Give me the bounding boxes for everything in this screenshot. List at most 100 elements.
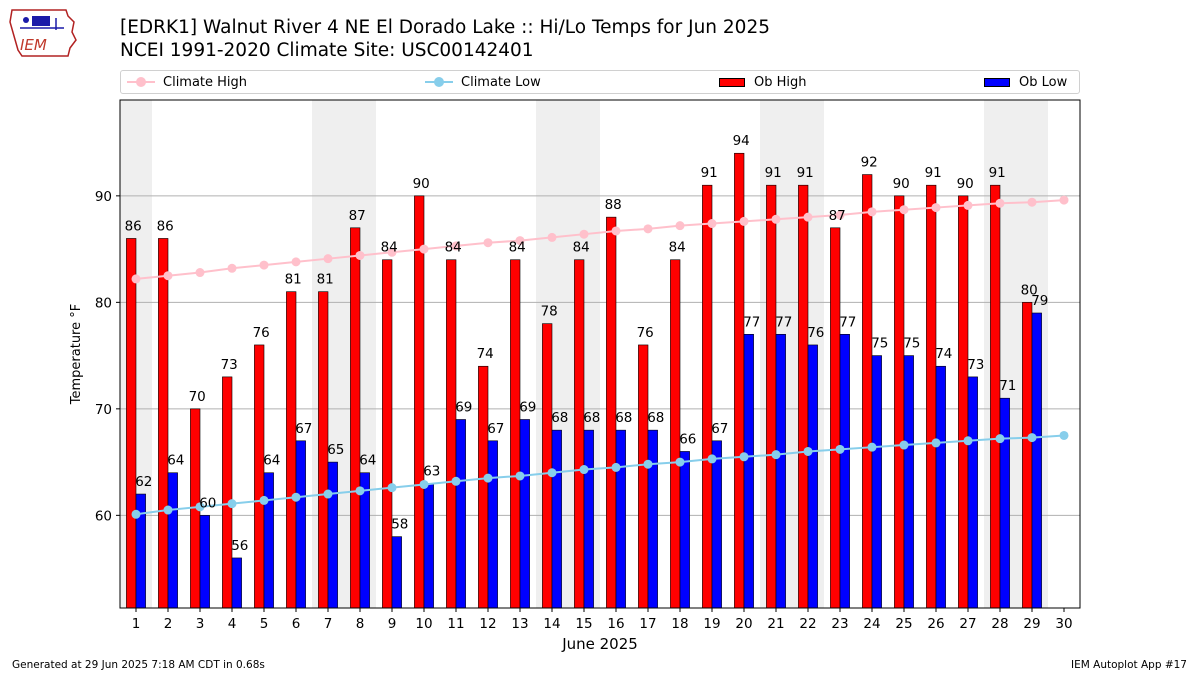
climate-high-point-19 [707,219,717,229]
climate-high-point-27 [963,200,973,210]
x-tick-label-26: 26 [927,616,944,632]
bar-ob-high-8 [350,227,361,609]
label-ob-low-4: 56 [231,538,248,554]
x-tick-label-7: 7 [324,616,333,632]
climate-high-point-13 [515,236,525,246]
bar-ob-high-14 [542,323,553,609]
bar-ob-high-25 [894,195,905,609]
legend-ob-low: Ob Low [984,71,1067,93]
label-ob-high-1: 86 [125,218,142,234]
climate-high-point-25 [899,205,909,215]
climate-low-point-27 [963,436,973,446]
x-tick-label-22: 22 [799,616,816,632]
bar-ob-low-6 [295,440,306,609]
bar-ob-low-26 [935,365,946,609]
generated-timestamp: Generated at 29 Jun 2025 7:18 AM CDT in … [12,659,265,671]
bar-ob-low-27 [967,376,978,609]
x-tick-label-23: 23 [831,616,848,632]
climate-low-point-23 [835,444,845,454]
plot-frame [119,99,1081,609]
climate-high-point-23 [835,210,845,220]
x-tick-label-11: 11 [447,616,464,632]
bar-ob-low-17 [647,429,658,609]
climate-high-point-26 [931,203,941,213]
label-ob-low-19: 67 [711,421,728,437]
label-ob-low-13: 69 [519,399,536,415]
label-ob-low-22: 76 [807,325,824,341]
label-ob-high-18: 84 [669,240,686,256]
climate-low-point-7 [323,489,333,499]
x-axis-label: June 2025 [561,635,638,653]
climate-high-point-9 [387,247,397,257]
logo-text: IEM [20,36,47,54]
label-ob-low-8: 64 [359,453,376,469]
bar-ob-low-12 [487,440,498,609]
label-ob-high-15: 84 [573,240,590,256]
label-ob-high-19: 91 [701,165,718,181]
y-tick-label-90: 90 [95,189,112,205]
label-ob-high-5: 76 [253,325,270,341]
bar-ob-low-14 [551,429,562,609]
y-gridlines [120,195,1080,516]
bar-ob-low-29 [1031,312,1042,609]
climate-high-point-29 [1027,197,1037,207]
label-ob-low-23: 77 [839,314,856,330]
x-tick-label-17: 17 [639,616,656,632]
climate-low-point-26 [931,438,941,448]
label-ob-low-24: 75 [871,336,888,352]
climate-lines [131,195,1069,519]
label-ob-high-14: 78 [541,304,558,320]
x-tick-label-21: 21 [767,616,784,632]
label-ob-high-12: 74 [477,346,494,362]
legend-ob-high-label: Ob High [754,74,807,90]
bar-ob-low-5 [263,472,274,609]
climate-low-point-10 [419,479,429,489]
bar-ob-high-28 [990,184,1001,609]
label-ob-high-7: 81 [317,272,334,288]
label-ob-low-27: 73 [967,357,984,373]
label-ob-high-28: 91 [989,165,1006,181]
climate-high-line [135,199,1065,280]
legend-ob-low-swatch [984,77,1010,87]
label-ob-low-17: 68 [647,410,664,426]
climate-low-point-9 [387,483,397,493]
x-tick-label-8: 8 [356,616,365,632]
climate-low-point-19 [707,454,717,464]
bar-ob-low-13 [519,419,530,609]
label-ob-low-29: 79 [1031,293,1048,309]
climate-low-point-22 [803,446,813,456]
label-ob-high-25: 90 [893,176,910,192]
x-tick-label-1: 1 [132,616,141,632]
climate-high-point-10 [419,244,429,254]
label-ob-high-10: 90 [413,176,430,192]
app-credit: IEM Autoplot App #17 [1071,659,1187,671]
legend-ob-low-label: Ob Low [1019,74,1068,90]
y-tick-label-80: 80 [95,295,112,311]
climate-high-point-2 [163,271,173,281]
bar-ob-low-21 [775,333,786,609]
bar-ob-high-27 [958,195,969,609]
climate-low-point-30 [1059,430,1069,440]
climate-high-point-3 [195,268,205,278]
label-ob-low-10: 63 [423,463,440,479]
label-ob-low-26: 74 [935,346,952,362]
climate-high-point-15 [579,229,589,239]
x-tick-label-2: 2 [164,616,173,632]
label-ob-high-9: 84 [381,240,398,256]
bar-ob-high-24 [862,174,873,609]
bar-ob-high-4 [222,376,233,609]
chart-subtitle: NCEI 1991-2020 Climate Site: USC00142401 [120,40,534,61]
bar-ob-low-22 [807,344,818,609]
label-ob-high-3: 70 [189,389,206,405]
bars [126,152,1042,609]
label-ob-high-16: 88 [605,197,622,213]
bar-ob-high-29 [1022,302,1033,609]
x-tick-label-19: 19 [703,616,720,632]
label-ob-high-24: 92 [861,155,878,171]
label-ob-low-5: 64 [263,453,280,469]
label-ob-high-4: 73 [221,357,238,373]
x-tick-label-5: 5 [260,616,269,632]
label-ob-low-15: 68 [583,410,600,426]
climate-high-point-22 [803,212,813,222]
